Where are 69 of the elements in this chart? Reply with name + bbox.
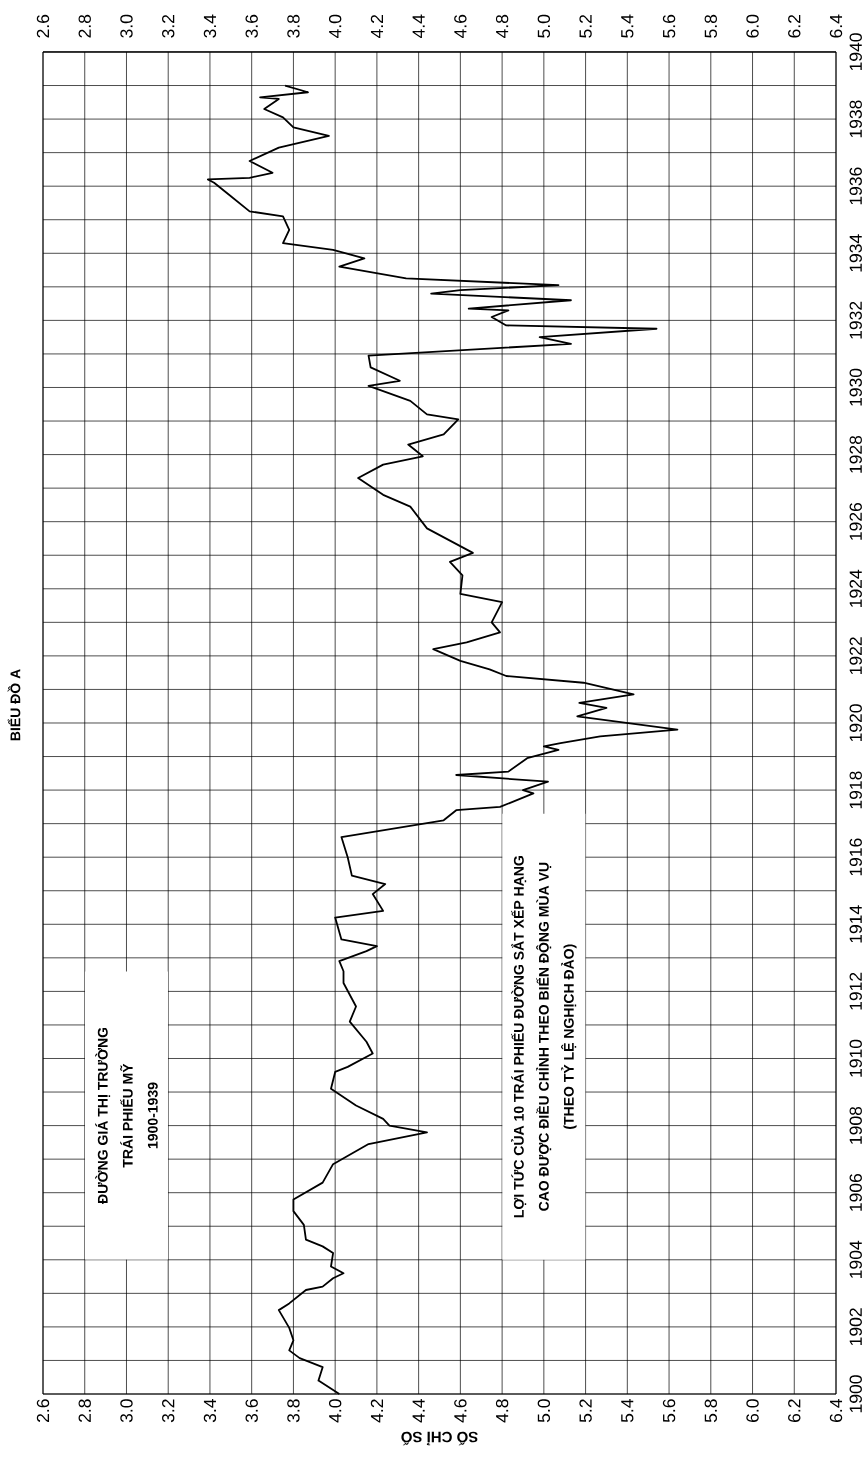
x2-tick-label: 2.8 — [78, 14, 91, 38]
x-tick-label: 4.0 — [328, 1399, 342, 1423]
x2-tick-label: 3.4 — [203, 14, 217, 38]
y-tick-label: 1940 — [849, 33, 862, 71]
y-tick-label: 1904 — [849, 1240, 862, 1278]
y-tick-label: 1914 — [849, 905, 862, 943]
x-tick-label: 5.0 — [537, 1399, 551, 1423]
x-tick-label: 3.6 — [245, 1399, 258, 1423]
x-tick-label: 4.8 — [495, 1399, 509, 1423]
y-tick-label: 1936 — [849, 167, 862, 205]
x-axis-title: SỐ CHỈ SỐ — [401, 1431, 478, 1446]
annotation: ĐƯỜNG GIÁ THỊ TRƯỜNG — [95, 1027, 111, 1204]
y-tick-label: 1920 — [849, 704, 862, 742]
x-tick-label: 3.2 — [162, 1399, 175, 1423]
y-tick-label: 1926 — [849, 502, 862, 540]
annotation: 1900-1939 — [147, 1082, 158, 1149]
x-tick-label: 5.8 — [704, 1399, 717, 1423]
y-tick-label: 1902 — [849, 1308, 862, 1346]
x2-tick-label: 5.6 — [662, 14, 676, 38]
y-tick-label: 1930 — [849, 368, 862, 406]
annotation: TRÁI PHIẾU MỸ — [120, 1063, 133, 1168]
y-tick-label: 1912 — [849, 972, 862, 1010]
x-tick-label: 5.6 — [662, 1399, 676, 1423]
x-tick-label: 2.6 — [36, 1399, 50, 1422]
x-tick-label: 3.8 — [287, 1399, 300, 1423]
x-tick-label: 6.0 — [746, 1399, 759, 1422]
x-tick-label: 3.4 — [203, 1399, 217, 1423]
x2-tick-label: 2.6 — [36, 14, 50, 38]
y-tick-label: 1924 — [849, 569, 862, 607]
y-tick-label: 1900 — [849, 1375, 862, 1413]
x-tick-label: 6.2 — [788, 1399, 801, 1422]
x2-tick-label: 3.8 — [287, 14, 300, 38]
x2-tick-label: 4.2 — [370, 14, 384, 39]
x2-tick-label: 4.4 — [412, 14, 425, 39]
y-tick-label: 1906 — [849, 1174, 862, 1211]
y-tick-label: 1916 — [849, 838, 862, 876]
x-tick-label: 4.2 — [370, 1399, 384, 1423]
x2-tick-label: 6.4 — [829, 14, 843, 38]
annotation: (THEO TỶ LỆ NGHỊCH ĐẢO) — [561, 944, 577, 1129]
x2-tick-label: 6.2 — [788, 14, 801, 38]
y-tick-label: 1932 — [849, 301, 862, 339]
y-tick-label: 1934 — [849, 234, 862, 272]
x-tick-label: 4.6 — [454, 1399, 467, 1423]
y-tick-label: 1922 — [849, 637, 862, 675]
y-tick-label: 1928 — [849, 435, 862, 473]
x-tick-label: 4.4 — [412, 1399, 425, 1423]
x2-tick-label: 4.0 — [328, 14, 342, 39]
x2-tick-label: 3.0 — [120, 14, 133, 38]
x2-tick-label: 5.2 — [579, 14, 592, 38]
y-tick-label: 1918 — [849, 771, 862, 809]
y-tick-label: 1938 — [849, 100, 862, 138]
y-tick-label: 1908 — [849, 1106, 862, 1144]
x2-tick-label: 4.8 — [495, 14, 509, 39]
x2-tick-label: 5.0 — [537, 14, 551, 38]
x2-tick-label: 4.6 — [454, 14, 467, 39]
x-tick-label: 5.4 — [621, 1399, 634, 1423]
text: BIỂU ĐỒ A — [7, 669, 21, 741]
annotation: LỢI TỨC CỦA 10 TRÁI PHIẾU ĐƯỜNG SẮT XẾP HẠNG — [511, 856, 527, 1218]
annotation: CAO ĐƯỢC ĐIỀU CHỈNH THEO BIẾN ĐỘNG MÙA VỤ — [536, 862, 552, 1211]
x-tick-label: 6.4 — [829, 1399, 843, 1422]
x-tick-label: 2.8 — [78, 1399, 91, 1422]
x2-tick-label: 3.6 — [245, 14, 258, 38]
x2-tick-label: 5.4 — [621, 14, 634, 38]
x2-tick-label: 5.8 — [704, 14, 717, 38]
x2-tick-label: 6.0 — [746, 14, 759, 38]
x-tick-label: 5.2 — [579, 1399, 592, 1423]
x2-tick-label: 3.2 — [162, 14, 175, 38]
y-tick-label: 1910 — [849, 1039, 862, 1077]
x-tick-label: 3.0 — [120, 1399, 133, 1423]
